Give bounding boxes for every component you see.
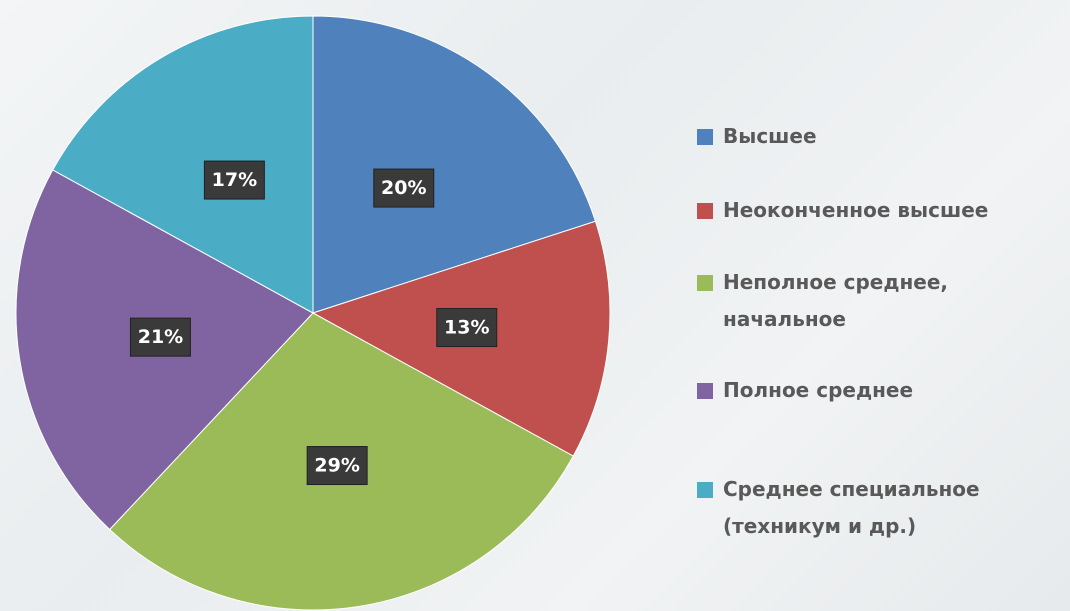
legend-label: Среднее специальное (техникум и др.) — [723, 477, 980, 538]
label-box — [306, 446, 368, 486]
label-box — [129, 317, 191, 357]
legend-swatch — [697, 203, 713, 219]
pie-slice — [312, 15, 597, 314]
label-box — [436, 308, 498, 348]
legend-swatch — [697, 482, 713, 498]
data-label: 13% — [444, 317, 489, 339]
data-label: 21% — [138, 326, 183, 348]
legend-label: Неполное среднее, начальное — [723, 270, 949, 331]
data-label: 20% — [381, 177, 426, 199]
data-label: 17% — [212, 169, 257, 191]
label-box — [203, 160, 265, 200]
legend-swatch — [697, 275, 713, 291]
pie-slice — [52, 15, 314, 314]
legend-label: Неоконченное высшее — [723, 198, 989, 222]
legend-item: Неполное среднее, начальное — [697, 264, 1037, 338]
legend-label: Полное среднее — [723, 378, 914, 402]
legend-swatch — [697, 383, 713, 399]
label-box — [373, 168, 435, 208]
legend-item: Среднее специальное (техникум и др.) — [697, 471, 1037, 545]
legend-item: Высшее — [697, 118, 1037, 155]
legend-item: Неоконченное высшее — [697, 192, 1037, 229]
legend-item: Полное среднее — [697, 372, 1037, 409]
chart: 20% 13% 29% 21% 17% — [15, 15, 611, 611]
legend-label: Высшее — [723, 124, 817, 148]
legend-swatch — [697, 129, 713, 145]
data-label: 29% — [314, 455, 359, 477]
